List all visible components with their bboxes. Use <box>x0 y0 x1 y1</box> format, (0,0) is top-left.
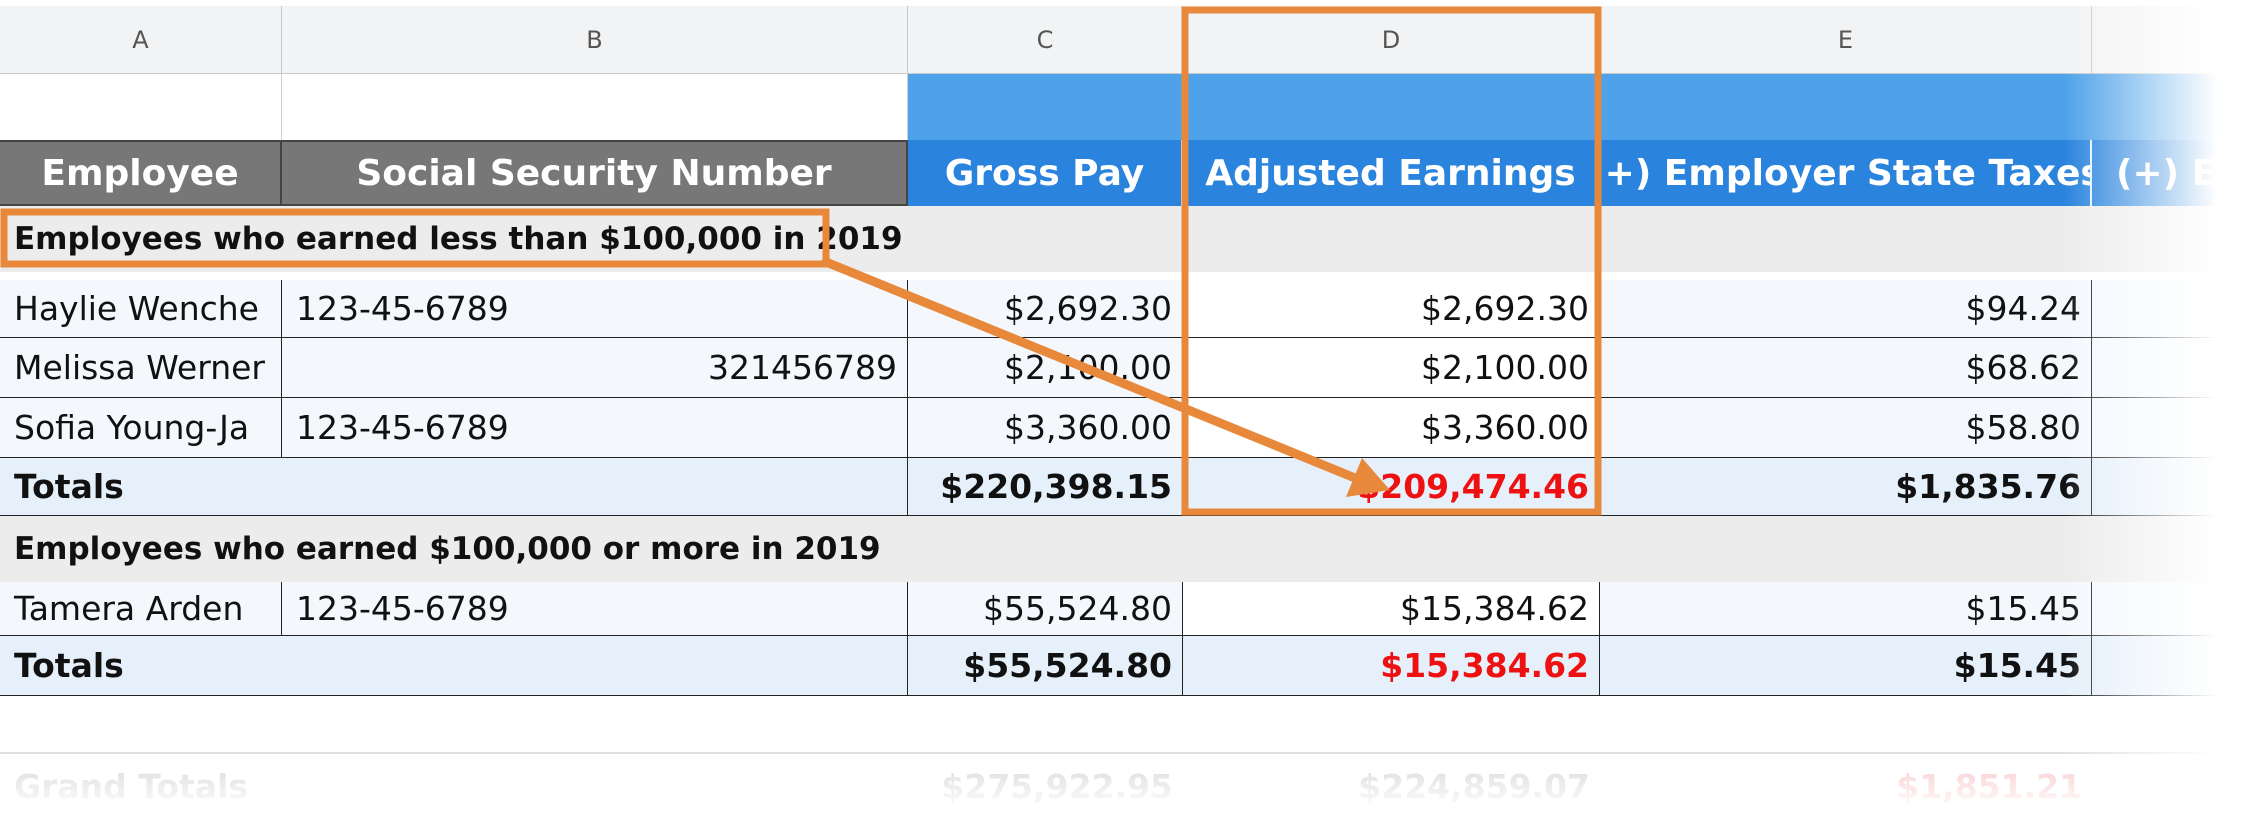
header-band <box>908 74 2244 140</box>
header-employee[interactable]: Employee <box>0 140 282 206</box>
adjusted-earnings-cell[interactable]: $2,100.00 <box>1183 338 1600 398</box>
totals-adjusted-earnings[interactable]: $15,384.62 <box>1183 636 1600 696</box>
employee-name[interactable]: Tamera Arden <box>0 582 282 636</box>
adjusted-earnings-cell[interactable]: $15,384.62 <box>1183 582 1600 636</box>
state-tax-cell[interactable]: $58.80 <box>1600 398 2092 458</box>
totals-label[interactable]: Totals <box>0 636 908 696</box>
ssn-cell[interactable]: 123-45-6789 <box>282 398 908 458</box>
gross-pay-cell[interactable]: $2,692.30 <box>908 280 1183 338</box>
state-tax-cell[interactable]: $94.24 <box>1600 280 2092 338</box>
state-tax-cell[interactable]: $15.45 <box>1600 582 2092 636</box>
column-header-a[interactable]: A <box>0 6 282 74</box>
header-ssn[interactable]: Social Security Number <box>282 140 908 206</box>
adjusted-earnings-cell[interactable]: $2,692.30 <box>1183 280 1600 338</box>
highlight-box-section-title <box>0 208 830 268</box>
totals-gross-pay[interactable]: $55,524.80 <box>908 636 1183 696</box>
ssn-cell[interactable]: 123-45-6789 <box>282 280 908 338</box>
arrow-head-icon <box>1346 458 1390 497</box>
arrow-line <box>821 257 1360 483</box>
header-adjusted-earnings[interactable]: Adjusted Earnings <box>1183 140 1600 206</box>
highlight-box-column-d <box>1181 6 1602 516</box>
ssn-cell[interactable]: 321456789 <box>282 338 908 398</box>
column-header-b[interactable]: B <box>282 6 908 74</box>
ssn-cell[interactable]: 123-45-6789 <box>282 582 908 636</box>
totals-gross-pay[interactable]: $220,398.15 <box>908 458 1183 516</box>
blank-cell[interactable] <box>0 74 282 140</box>
gross-pay-cell[interactable]: $3,360.00 <box>908 398 1183 458</box>
gross-pay-cell[interactable]: $55,524.80 <box>908 582 1183 636</box>
totals-state-taxes[interactable]: $15.45 <box>1600 636 2092 696</box>
section-title-over-100k[interactable]: Employees who earned $100,000 or more in… <box>0 516 2244 582</box>
state-tax-cell[interactable]: $68.62 <box>1600 338 2092 398</box>
section-title-under-100k[interactable]: Employees who earned less than $100,000 … <box>0 206 2244 272</box>
column-header-d[interactable]: D <box>1183 6 1600 74</box>
employee-name[interactable]: Sofia Young-Ja <box>0 398 282 458</box>
employee-name[interactable]: Haylie Wenche <box>0 280 282 338</box>
header-employer-state-taxes[interactable]: (+) Employer State Taxes <box>1600 140 2092 206</box>
totals-state-taxes[interactable]: $1,835.76 <box>1600 458 2092 516</box>
header-gross-pay[interactable]: Gross Pay <box>908 140 1183 206</box>
blank-cell[interactable] <box>282 74 908 140</box>
employee-name[interactable]: Melissa Werner <box>0 338 282 398</box>
totals-label[interactable]: Totals <box>0 458 908 516</box>
adjusted-earnings-cell[interactable]: $3,360.00 <box>1183 398 1600 458</box>
